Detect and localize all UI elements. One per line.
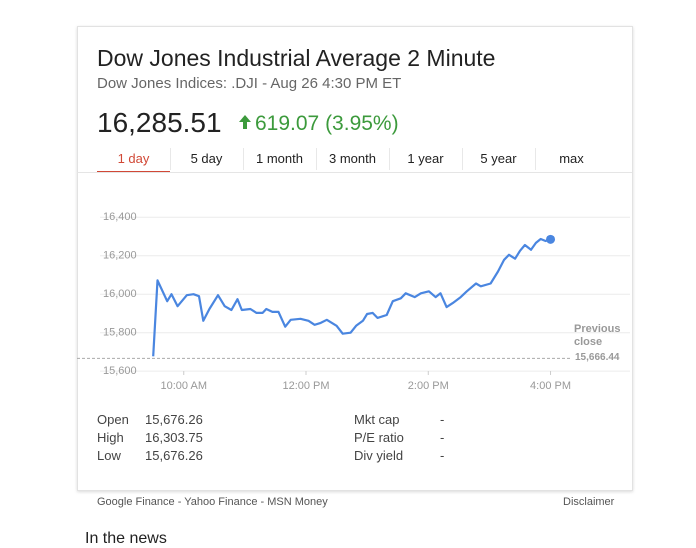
card-title: Dow Jones Industrial Average 2 Minute: [97, 45, 496, 71]
stat-label: Div yield: [354, 448, 404, 463]
previous-close-label: Previous close: [574, 323, 621, 348]
stat-label: P/E ratio: [354, 430, 404, 445]
stat-label: Open: [97, 412, 129, 427]
stat-value: 15,676.26: [145, 412, 203, 427]
stat-value: -: [440, 412, 445, 427]
finance-card: [77, 26, 633, 491]
stat-label: Mkt cap: [354, 412, 400, 427]
tab-separator: [389, 148, 390, 170]
y-tick-label: 16,400: [103, 211, 137, 223]
tab[interactable]: 5 day: [190, 151, 223, 166]
tab[interactable]: max: [559, 151, 584, 166]
x-tick-label: 2:00 PM: [408, 380, 449, 392]
stat-value: 15,676.26: [145, 448, 203, 463]
tab-divider: [77, 172, 632, 173]
up-arrow: [239, 115, 251, 129]
source-link[interactable]: MSN Money: [267, 496, 328, 508]
separator: -: [257, 496, 268, 508]
x-tick-label: 12:00 PM: [282, 380, 329, 392]
last-point: [546, 234, 556, 244]
source-links: Google Finance - Yahoo Finance - MSN Mon…: [97, 496, 328, 508]
y-tick-label: 16,200: [103, 250, 137, 262]
stat-value: -: [440, 430, 445, 445]
stat-label: Low: [97, 448, 121, 463]
x-tick-label: 4:00 PM: [530, 380, 571, 392]
separator: -: [174, 496, 185, 508]
stat-value: -: [440, 448, 445, 463]
tab-separator: [170, 148, 171, 170]
news-heading: In the news: [85, 530, 167, 547]
y-tick-label: 16,000: [103, 288, 137, 300]
source-link[interactable]: Google Finance: [97, 496, 175, 508]
price-line: [152, 237, 551, 357]
tab[interactable]: 3 month: [329, 151, 376, 166]
previous-close-value: 15,666.44: [574, 352, 620, 363]
price-change: 619.07 (3.95%): [255, 112, 399, 135]
y-tick-label: 15,600: [103, 365, 137, 377]
source-link[interactable]: Yahoo Finance: [184, 496, 258, 508]
tab[interactable]: 1 month: [256, 151, 303, 166]
tab[interactable]: 1 year: [407, 151, 444, 166]
tab-separator: [316, 148, 317, 170]
tab[interactable]: 5 year: [480, 151, 517, 166]
stat-label: High: [97, 430, 124, 445]
x-tick-label: 10:00 AM: [161, 380, 207, 392]
disclaimer-link[interactable]: Disclaimer: [563, 496, 615, 508]
tab-separator: [535, 148, 536, 170]
stat-value: 16,303.75: [145, 430, 203, 445]
card-subtitle: Dow Jones Indices: .DJI - Aug 26 4:30 PM…: [97, 75, 402, 92]
tab-separator: [462, 148, 463, 170]
tab-separator: [243, 148, 244, 170]
price: 16,285.51: [97, 107, 222, 138]
y-tick-label: 15,800: [103, 327, 137, 339]
